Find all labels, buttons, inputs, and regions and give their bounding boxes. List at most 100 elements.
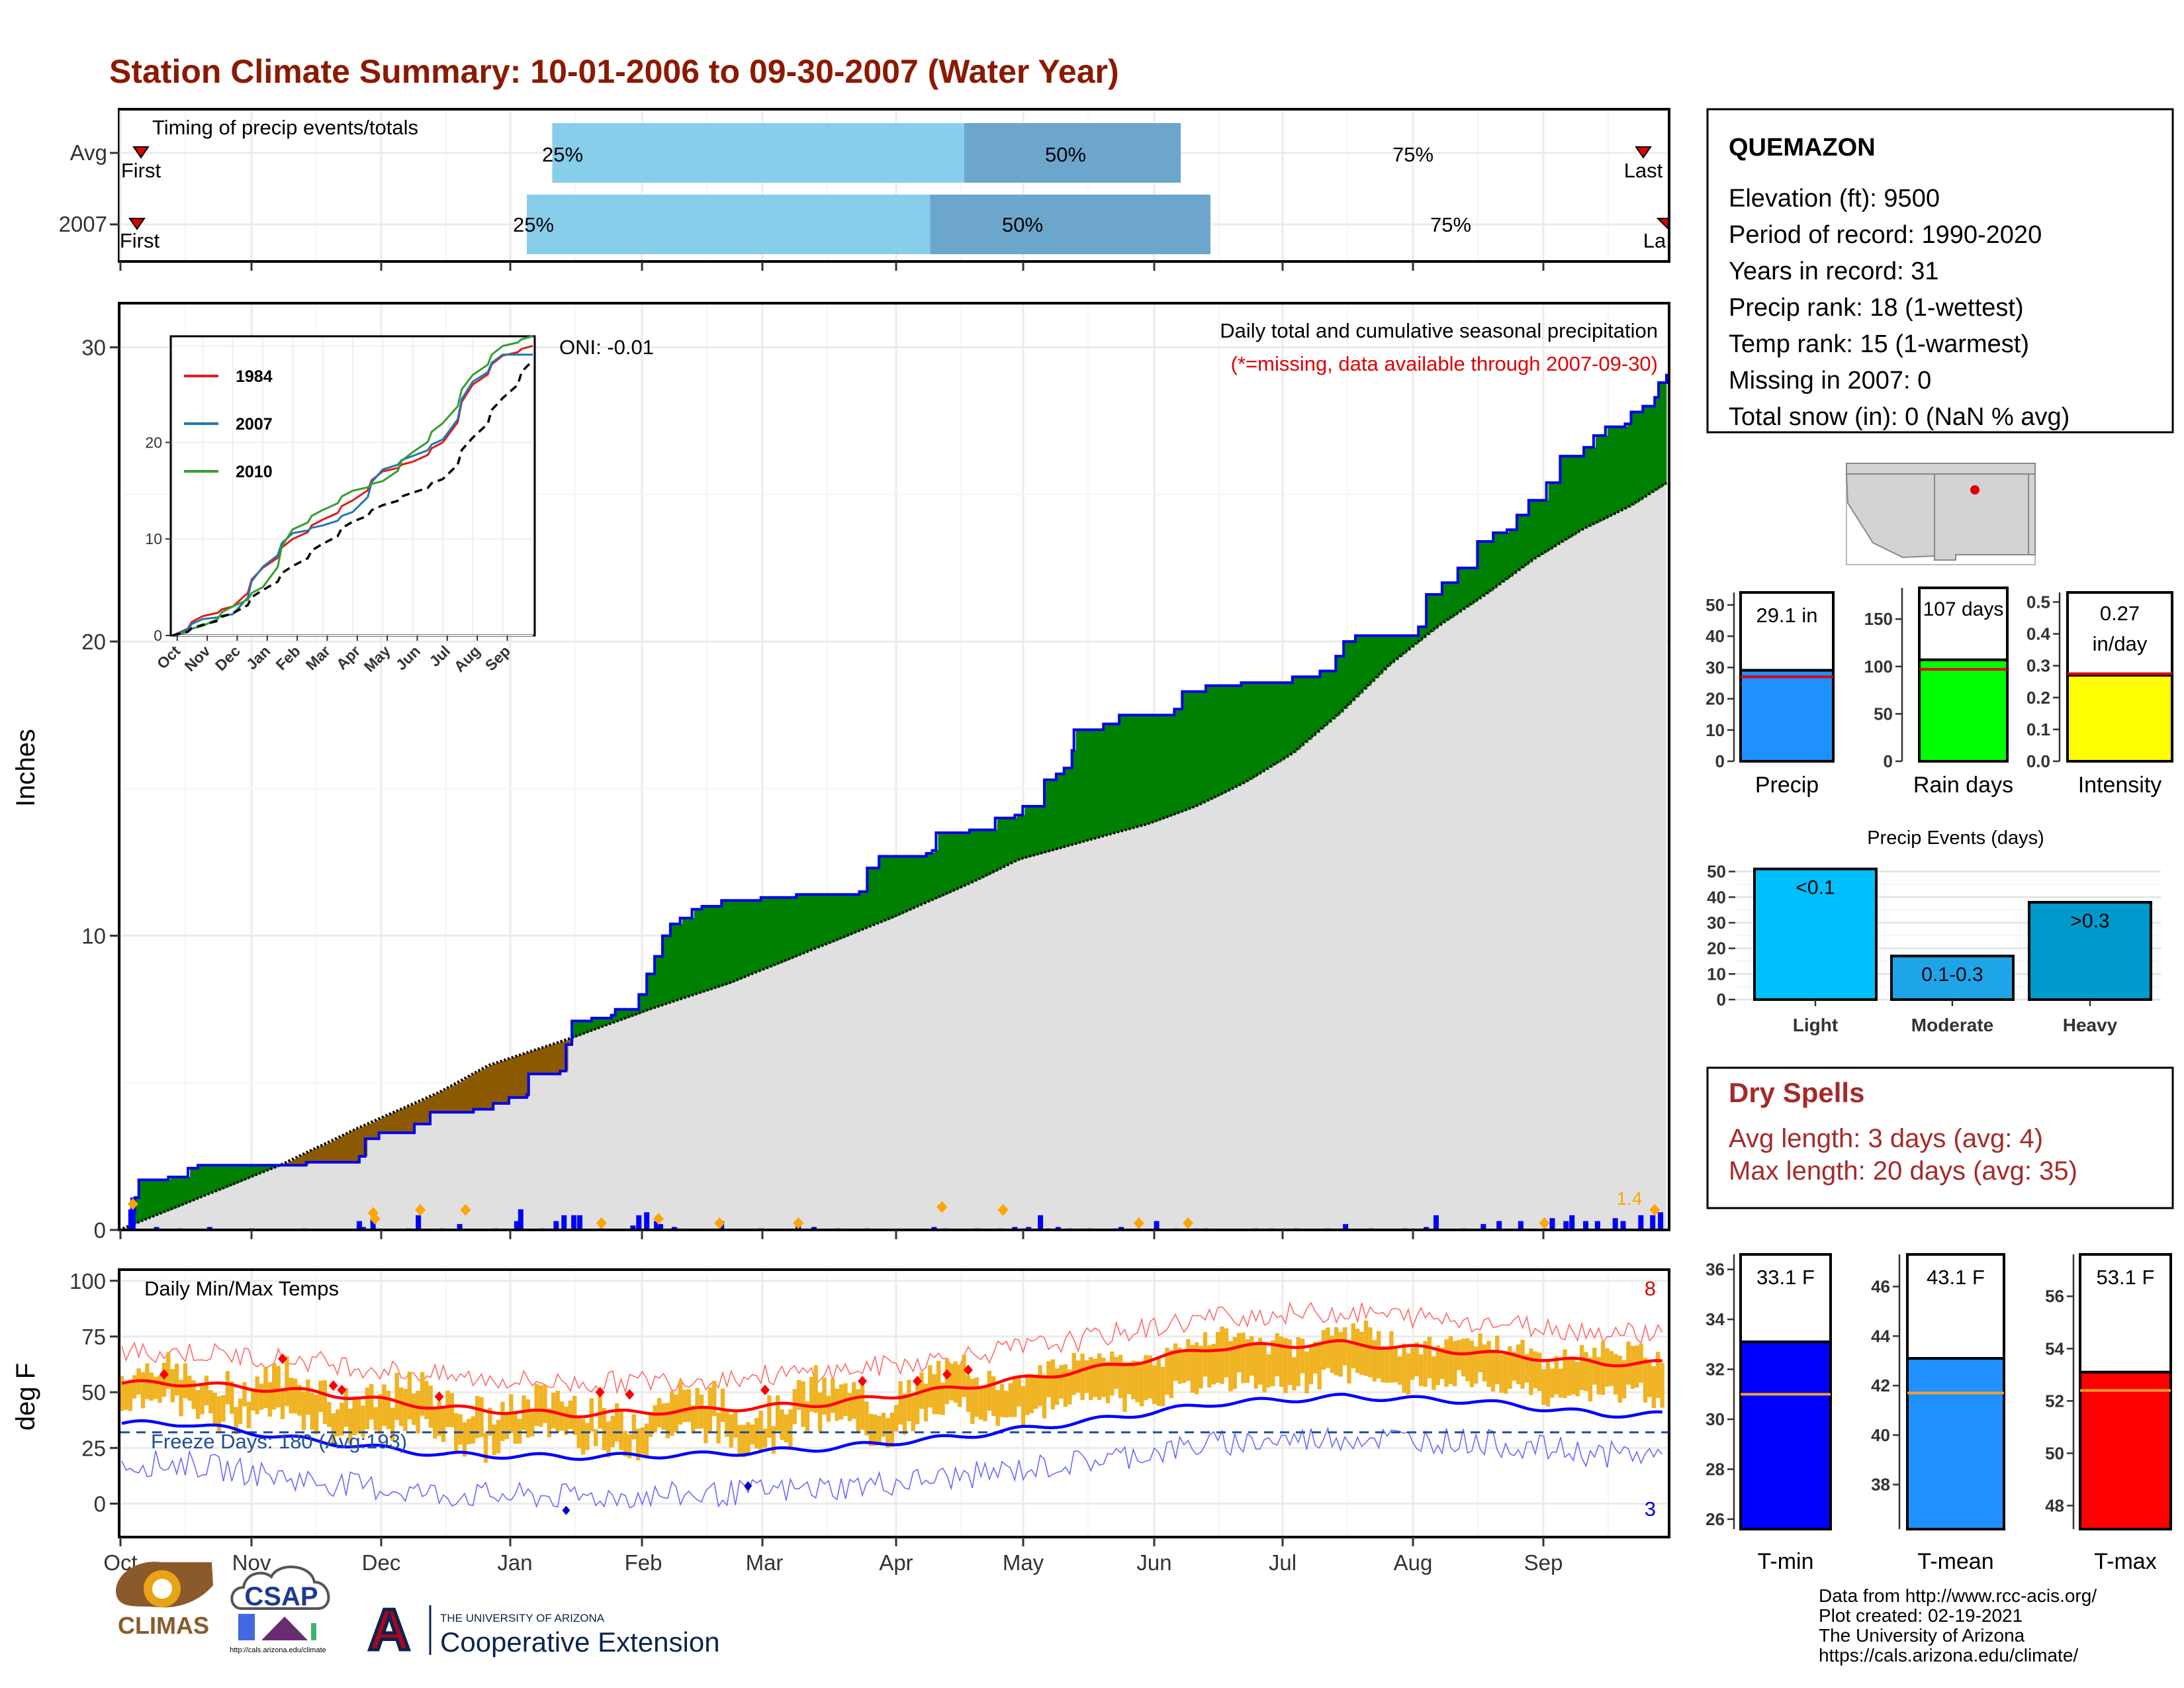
- above-normal-slice: [1324, 671, 1328, 726]
- daily-temp-bar-186: [907, 1380, 911, 1421]
- daily-temp-bar-343: [1571, 1359, 1576, 1395]
- daily-temp-bar-249: [1173, 1343, 1178, 1382]
- missing-marker-11: [1133, 1217, 1144, 1229]
- station-location-marker: [1970, 485, 1979, 494]
- daily-temp-bar-352: [1609, 1351, 1614, 1386]
- above-normal-slice: [1099, 729, 1104, 837]
- map-state-east: [2028, 473, 2036, 555]
- side-bar-precip-value-frame: [1739, 591, 1835, 672]
- precip-ytick-label-0: 0: [94, 1218, 106, 1243]
- daily-temp-bar-339: [1554, 1356, 1559, 1395]
- daily-temp-bar-197: [953, 1361, 958, 1403]
- above-normal-slice: [1182, 691, 1187, 812]
- below-normal-slice: [410, 1105, 415, 1133]
- daily-temp-bar-208: [999, 1383, 1005, 1417]
- below-normal-slice: [481, 1069, 486, 1109]
- daily-temp-bar-3: [132, 1375, 137, 1399]
- above-normal-slice: [1556, 483, 1561, 545]
- above-normal-slice: [603, 1018, 608, 1027]
- daily-temp-bar-346: [1584, 1352, 1588, 1391]
- below-normal-slice: [347, 1133, 352, 1162]
- above-normal-slice: [1166, 715, 1171, 818]
- above-normal-slice: [1083, 729, 1088, 842]
- timing-bar-2007-q50-q75: [930, 195, 1211, 254]
- above-normal-slice: [647, 974, 651, 1011]
- daily-temp-bar-44: [306, 1379, 310, 1415]
- daily-temp-bar-115: [606, 1421, 611, 1458]
- daily-temp-bar-71: [420, 1372, 425, 1416]
- daily-temp-bar-8: [153, 1376, 158, 1399]
- below-normal-slice: [387, 1115, 391, 1133]
- above-normal-slice: [875, 868, 880, 925]
- above-normal-slice: [1560, 456, 1565, 543]
- daily-temp-bar-157: [784, 1414, 789, 1442]
- above-normal-slice: [1001, 818, 1005, 868]
- csap-logo: CSAP http://cals.arizona.edu/climate: [230, 1566, 330, 1654]
- daily-temp-bar-243: [1148, 1355, 1153, 1399]
- daily-precip-bar-21: [577, 1215, 583, 1230]
- above-normal-slice: [209, 1165, 214, 1194]
- above-normal-slice: [827, 894, 833, 943]
- above-normal-slice: [1430, 594, 1435, 632]
- daily-temp-bar-163: [809, 1377, 814, 1412]
- above-normal-slice: [745, 900, 750, 977]
- daily-temp-bar-137: [699, 1394, 704, 1429]
- above-normal-slice: [635, 1009, 639, 1015]
- timing-2007-last-marker: [1656, 218, 1669, 231]
- daily-temp-bar-195: [944, 1358, 950, 1405]
- daily-temp-bar-293: [1359, 1331, 1364, 1375]
- above-normal-slice: [1584, 447, 1588, 529]
- above-normal-slice: [1245, 682, 1250, 782]
- above-normal-slice: [1296, 677, 1301, 750]
- below-normal-slice: [568, 1039, 572, 1045]
- daily-temp-bar-267: [1250, 1336, 1254, 1376]
- above-normal-slice: [1304, 677, 1309, 743]
- daily-temp-bar-162: [805, 1401, 810, 1432]
- daily-precip-bar-69: [1569, 1215, 1575, 1230]
- inset-legend-label-2010: 2010: [236, 463, 273, 481]
- missing-marker-8: [793, 1217, 804, 1229]
- daily-temp-bar-59: [369, 1383, 374, 1420]
- above-normal-slice: [1473, 568, 1478, 602]
- precip-top-annotation: 1.4: [1617, 1188, 1643, 1209]
- observed-cumulative-line: [119, 373, 1668, 1231]
- ua-logo: A THE UNIVERSITY OF ARIZONA Cooperative …: [367, 1595, 720, 1664]
- daily-temp-bar-40: [289, 1378, 293, 1414]
- above-normal-slice: [1111, 724, 1116, 834]
- daily-temp-bar-248: [1169, 1350, 1174, 1399]
- daily-temp-bar-9: [158, 1375, 162, 1403]
- above-normal-slice: [1540, 500, 1545, 555]
- above-normal-slice: [717, 906, 722, 987]
- freeze-days-label: Freeze Days: 180 (Avg:193): [151, 1430, 407, 1453]
- daily-temp-bar-183: [893, 1405, 899, 1432]
- above-normal-slice: [1284, 682, 1289, 758]
- map-state-north: [1846, 463, 2036, 475]
- missing-marker-14: [1649, 1203, 1661, 1216]
- daily-temp-bar-218: [1042, 1374, 1047, 1419]
- daily-temp-bar-67: [403, 1389, 408, 1431]
- above-normal-slice: [843, 894, 848, 937]
- above-normal-slice: [1328, 671, 1332, 723]
- daily-temp-bar-35: [267, 1382, 273, 1417]
- temp-bar-t-mean-value-label: 43.1 F: [1927, 1266, 1985, 1289]
- temp-bar-t-min-value-label: 33.1 F: [1756, 1266, 1815, 1289]
- daily-temp-bar-266: [1245, 1339, 1250, 1383]
- inset-line-2010: [172, 335, 533, 637]
- daily-temp-bar-49: [327, 1401, 332, 1427]
- daily-temp-bar-288: [1338, 1332, 1343, 1377]
- month-label-Apr: Apr: [879, 1550, 913, 1575]
- above-normal-slice: [819, 894, 825, 947]
- above-normal-slice: [1225, 685, 1230, 792]
- below-normal-slice: [433, 1094, 439, 1113]
- below-normal-slice: [461, 1080, 466, 1113]
- daily-temp-bar-222: [1059, 1365, 1064, 1399]
- side-bar-intensity-value-label-2: in/day: [2093, 632, 2148, 655]
- above-normal-slice: [631, 1009, 635, 1016]
- daily-temp-bar-110: [585, 1423, 590, 1450]
- daily-temp-bar-268: [1253, 1344, 1258, 1389]
- above-normal-slice: [194, 1168, 199, 1200]
- daily-temp-bar-45: [310, 1392, 314, 1430]
- daily-temp-bar-66: [398, 1387, 404, 1427]
- below-normal-slice: [524, 1053, 529, 1098]
